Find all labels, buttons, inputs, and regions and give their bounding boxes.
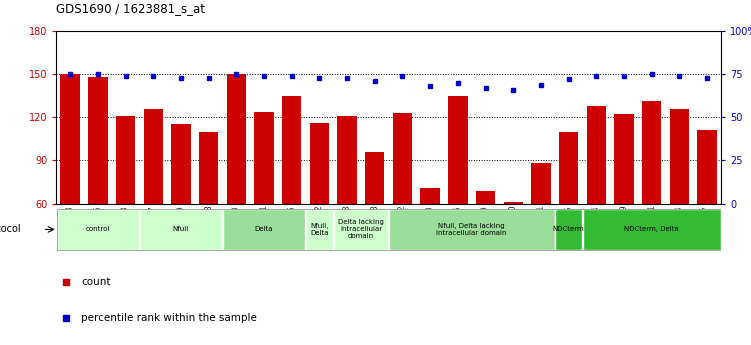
Text: percentile rank within the sample: percentile rank within the sample <box>81 313 258 323</box>
Text: NDCterm: NDCterm <box>553 226 584 233</box>
Bar <box>306 209 333 250</box>
Text: Nfull, Delta lacking
intracellular domain: Nfull, Delta lacking intracellular domai… <box>436 223 507 236</box>
Text: Delta: Delta <box>255 226 273 233</box>
Bar <box>140 209 222 250</box>
Bar <box>614 115 634 204</box>
Bar <box>698 130 716 204</box>
Bar <box>199 132 219 204</box>
Bar <box>88 77 107 204</box>
Bar <box>393 113 412 204</box>
Bar <box>531 163 550 204</box>
Bar <box>143 109 163 204</box>
Bar <box>171 125 191 204</box>
Text: Nfull: Nfull <box>173 226 189 233</box>
Bar <box>476 190 495 204</box>
Bar <box>642 101 662 204</box>
Bar <box>116 116 135 204</box>
Bar <box>227 74 246 204</box>
Text: Nfull,
Delta: Nfull, Delta <box>310 223 329 236</box>
Text: NDCterm, Delta: NDCterm, Delta <box>624 226 679 233</box>
Bar <box>583 209 721 250</box>
Bar <box>587 106 606 204</box>
Bar <box>670 109 689 204</box>
Text: protocol: protocol <box>0 225 20 234</box>
Bar <box>282 96 301 204</box>
Text: GDS1690 / 1623881_s_at: GDS1690 / 1623881_s_at <box>56 2 205 15</box>
Text: Delta lacking
intracellular
domain: Delta lacking intracellular domain <box>338 219 384 239</box>
Bar <box>56 209 139 250</box>
Bar <box>365 152 385 204</box>
Bar <box>255 111 273 204</box>
Bar <box>337 116 357 204</box>
Text: control: control <box>86 226 110 233</box>
Bar <box>223 209 306 250</box>
Bar <box>504 202 523 204</box>
Bar <box>559 132 578 204</box>
Bar <box>333 209 388 250</box>
Bar <box>309 123 329 204</box>
Bar <box>61 74 80 204</box>
Bar <box>389 209 554 250</box>
Bar <box>448 96 468 204</box>
Text: count: count <box>81 277 111 287</box>
Bar <box>555 209 582 250</box>
Bar <box>421 188 440 204</box>
